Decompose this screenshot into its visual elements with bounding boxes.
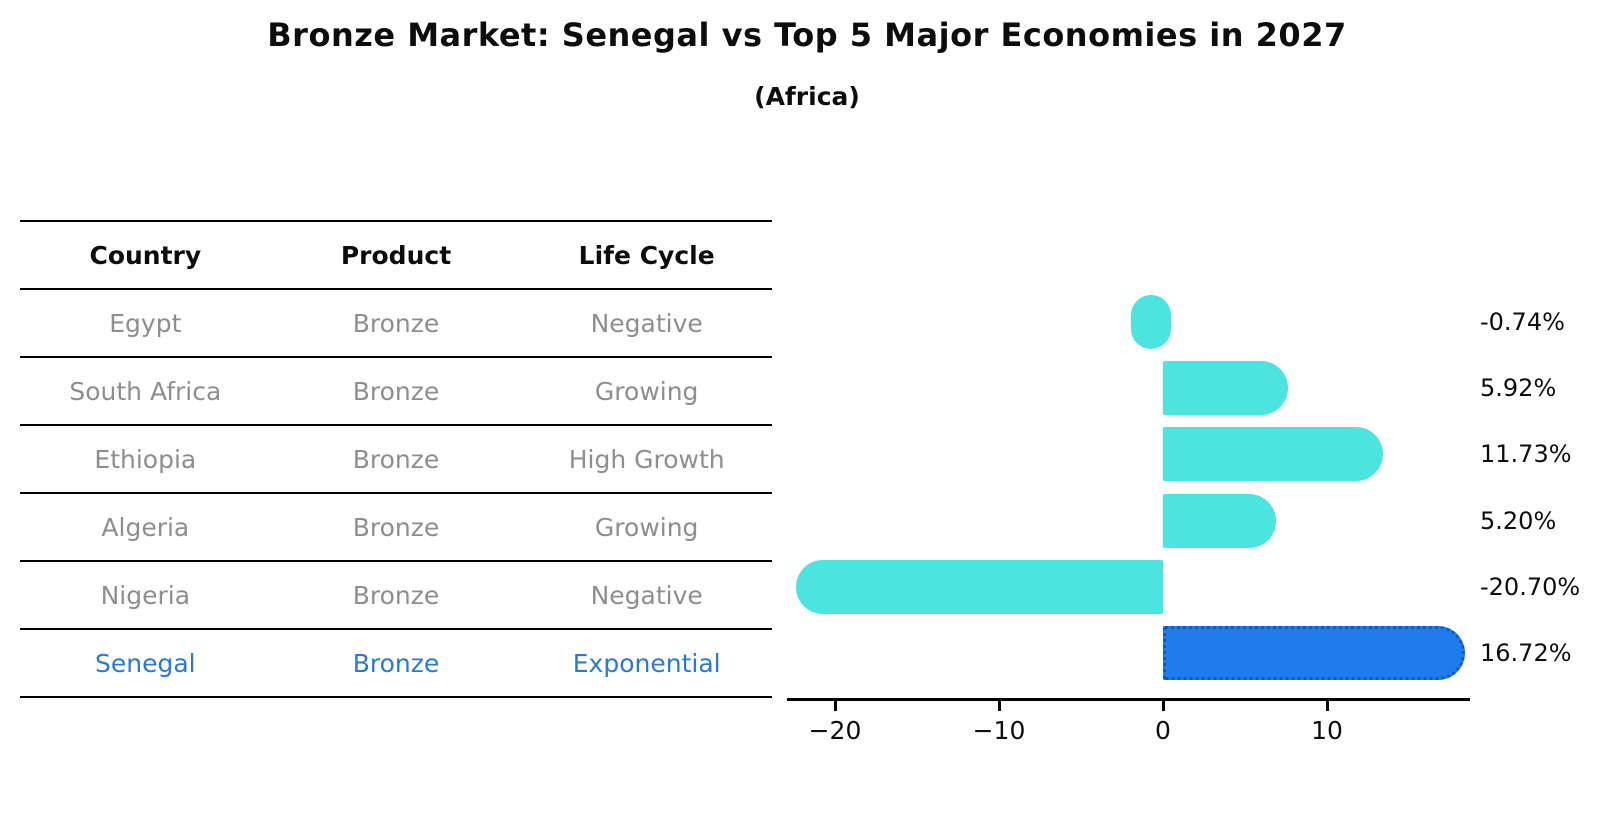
value-label: 5.20% (1480, 506, 1557, 535)
table-row: Ethiopia Bronze High Growth (20, 426, 772, 494)
table-row: Egypt Bronze Negative (20, 290, 772, 358)
cell-country: Senegal (95, 648, 196, 678)
value-label: 5.92% (1480, 374, 1557, 403)
table-row-senegal: Senegal Bronze Exponential (20, 630, 772, 698)
x-tick-label: 0 (1155, 716, 1171, 745)
column-header-country: Country (89, 240, 202, 270)
cell-life-cycle: Negative (590, 308, 703, 338)
bar-south-africa (1163, 361, 1289, 416)
bar-senegal-highlighted (1163, 626, 1466, 680)
table-row: South Africa Bronze Growing (20, 358, 772, 426)
country-table: Country Product Life Cycle Egypt Bronze … (20, 220, 772, 698)
bar-ethiopia (1163, 427, 1384, 482)
cell-country: Egypt (109, 308, 182, 338)
cell-product: Bronze (352, 580, 440, 610)
x-tick-label: 10 (1311, 716, 1343, 745)
cell-product: Bronze (352, 308, 440, 338)
cell-country: South Africa (69, 376, 222, 406)
cell-country: Algeria (101, 512, 190, 542)
cell-life-cycle: Growing (594, 376, 699, 406)
cell-country: Ethiopia (94, 444, 197, 474)
column-header-product: Product (340, 240, 452, 270)
cell-product: Bronze (352, 512, 440, 542)
value-label: -0.74% (1480, 308, 1565, 336)
cell-life-cycle: High Growth (568, 444, 725, 474)
value-label: 16.72% (1480, 639, 1572, 667)
x-axis-tick (834, 700, 837, 711)
bar-egypt (1130, 295, 1171, 349)
column-header-life-cycle: Life Cycle (578, 240, 715, 270)
value-label: -20.70% (1480, 572, 1581, 601)
table-row: Algeria Bronze Growing (20, 494, 772, 562)
chart-subtitle: (Africa) (754, 82, 860, 111)
x-tick-label: −20 (808, 716, 862, 745)
cell-life-cycle: Negative (590, 580, 703, 610)
bar-nigeria (795, 559, 1163, 614)
x-axis-tick (1162, 700, 1165, 711)
table-header-row: Country Product Life Cycle (20, 222, 772, 290)
x-axis-line (787, 698, 1470, 701)
bar-algeria (1163, 493, 1277, 548)
table-row: Nigeria Bronze Negative (20, 562, 772, 630)
cell-country: Nigeria (100, 580, 191, 610)
chart-title: Bronze Market: Senegal vs Top 5 Major Ec… (267, 16, 1347, 54)
cell-life-cycle: Growing (594, 512, 699, 542)
cell-life-cycle: Exponential (572, 648, 721, 678)
x-axis-tick (1326, 700, 1329, 711)
value-label: 11.73% (1480, 440, 1572, 469)
cell-product: Bronze (352, 648, 440, 678)
cell-product: Bronze (352, 444, 440, 474)
x-tick-label: −10 (972, 716, 1026, 745)
cell-product: Bronze (352, 376, 440, 406)
x-axis-tick (998, 700, 1001, 711)
